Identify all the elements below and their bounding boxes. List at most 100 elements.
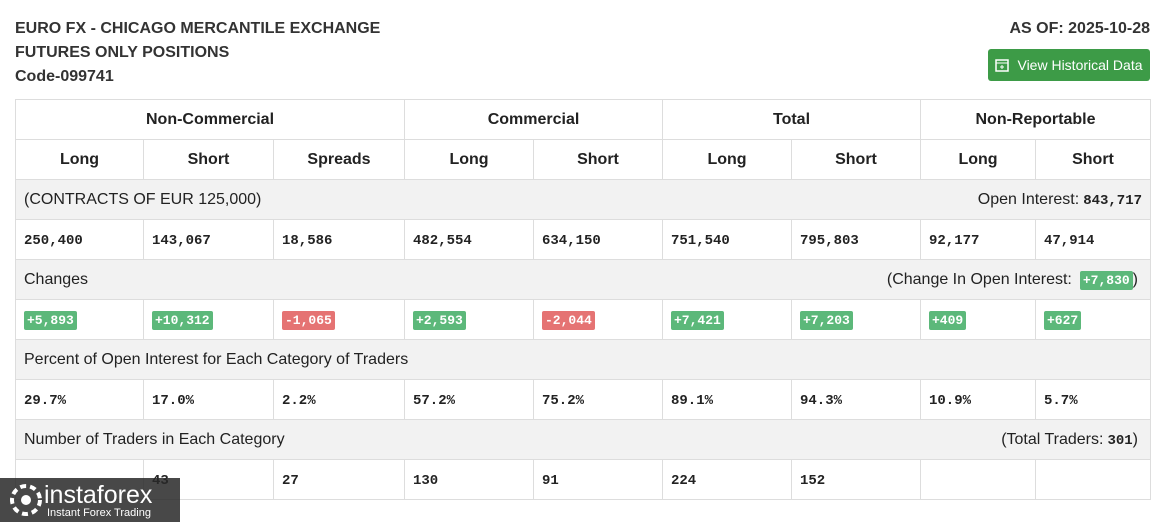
cell-value: 751,540 (671, 232, 730, 249)
cell: 18,586 (273, 219, 405, 260)
summary-badge: +7,830 (1079, 270, 1133, 290)
cell-value: 17.0% (152, 392, 195, 409)
row: 250,400 143,067 18,586 482,554 634,150 751,54… (15, 219, 1151, 260)
cell: +7,203 (791, 299, 921, 340)
cell: 17.0% (143, 379, 274, 420)
cell: 57.2% (404, 379, 534, 420)
label-text: (CONTRACTS OF EUR 125,000) (24, 190, 262, 208)
label-summary: (Change In Open Interest: +7,830) (886, 270, 1142, 290)
cell-value: 29.7% (24, 392, 67, 409)
cell: 795,803 (791, 219, 921, 260)
cell: 29.7% (15, 379, 144, 420)
change-badge: -2,044 (542, 310, 595, 330)
label-line: Changes (Change In Open Interest: +7,830) (24, 270, 1142, 290)
cell-value: 250,400 (24, 232, 83, 249)
cell: 91 (533, 459, 663, 500)
logo (10, 484, 42, 516)
cell: 27 (273, 459, 405, 500)
label-text: Percent of Open Interest for Each Catego… (24, 350, 409, 368)
section-label: Changes (Change In Open Interest: +7,830) (15, 259, 1151, 300)
cell-value: 5.7% (1044, 392, 1078, 409)
cell: -2,044 (533, 299, 663, 340)
history-button[interactable]: View Historical Data (988, 49, 1150, 81)
summary-label: Open Interest: (977, 190, 1080, 208)
column-header: Long (404, 139, 534, 180)
cell: +10,312 (143, 299, 274, 340)
change-badge: +10,312 (152, 310, 213, 330)
cell (1035, 459, 1151, 500)
cell: +7,421 (662, 299, 792, 340)
code: Code-099741 (15, 68, 114, 85)
cell-value: 89.1% (671, 392, 714, 409)
cot-table: Non-Commercial Commercial Total Non-Reporta… (15, 99, 1151, 500)
row: (CONTRACTS OF EUR 125,000) Open Interest:… (15, 179, 1151, 220)
cell: 130 (404, 459, 534, 500)
cell: +409 (920, 299, 1036, 340)
row: +5,893 +10,312 -1,065 +2,593 -2,044 +7,421 +7,… (15, 299, 1151, 340)
cell: +2,593 (404, 299, 534, 340)
cell: 43 (143, 459, 274, 500)
tagline: Instant Forex Trading (47, 507, 151, 519)
column-header: Short (1035, 139, 1151, 180)
summary-label: ) (1132, 430, 1138, 448)
section-label: (CONTRACTS OF EUR 125,000) Open Interest:… (15, 179, 1151, 220)
title: EURO FX - CHICAGO MERCANTILE EXCHANGE (15, 20, 381, 37)
cell: 94.3% (791, 379, 921, 420)
cell: 2.2% (273, 379, 405, 420)
summary-label: ) (1132, 270, 1138, 288)
cell: 143,067 (143, 219, 274, 260)
summary-value: 301 (1107, 432, 1133, 449)
column-header: Long (662, 139, 792, 180)
column-header: Short (533, 139, 663, 180)
button-label: View Historical Data (1017, 57, 1143, 73)
summary-label: (Change In Open Interest: (886, 270, 1072, 288)
row: Non-Commercial Commercial Total Non-Reporta… (15, 99, 1151, 140)
cell: 89.1% (662, 379, 792, 420)
column-header: Long (920, 139, 1036, 180)
cell: 634,150 (533, 219, 663, 260)
label-summary: (Total Traders: 301) (1001, 431, 1142, 449)
cell: 92,177 (920, 219, 1036, 260)
change-badge: +7,421 (671, 310, 724, 330)
row: 43 27 130 91 224 152 (15, 459, 1151, 500)
cell-value: 130 (413, 472, 439, 489)
label-text: Number of Traders in Each Category (24, 430, 285, 448)
change-badge: +2,593 (413, 310, 466, 330)
row: Changes (Change In Open Interest: +7,830) (15, 259, 1151, 300)
column-header: Spreads (273, 139, 405, 180)
cell: 47,914 (1035, 219, 1151, 260)
section-label: Percent of Open Interest for Each Catego… (15, 339, 1151, 380)
watermark: instaforex Instant Forex Trading (0, 478, 180, 522)
change-badge: +627 (1044, 310, 1082, 330)
row: 29.7% 17.0% 2.2% 57.2% 75.2% 89.1% 94.3% 10.9% 5… (15, 379, 1151, 420)
cell: +5,893 (15, 299, 144, 340)
label-line: (CONTRACTS OF EUR 125,000) Open Interest:… (24, 191, 1142, 209)
calendar-icon (995, 59, 1010, 72)
cell: 224 (662, 459, 792, 500)
cell-value: 224 (671, 472, 697, 489)
cell-value: 634,150 (542, 232, 601, 249)
change-badge: +409 (929, 310, 967, 330)
summary-value: 843,717 (1083, 192, 1142, 209)
label-line: Percent of Open Interest for Each Catego… (24, 351, 1142, 369)
cell-value: 2.2% (282, 392, 316, 409)
row: Number of Traders in Each Category (Total… (15, 419, 1151, 460)
cell-value: 10.9% (929, 392, 972, 409)
label-summary: Open Interest: 843,717 (978, 191, 1142, 209)
cell: 10.9% (920, 379, 1036, 420)
column-header: Short (791, 139, 921, 180)
label-text: Changes (24, 270, 89, 288)
cell: 751,540 (662, 219, 792, 260)
column-header: Short (143, 139, 274, 180)
subtitle: FUTURES ONLY POSITIONS (15, 44, 230, 61)
cell: 250,400 (15, 219, 144, 260)
change-badge: +7,203 (800, 310, 853, 330)
cell: 75.2% (533, 379, 663, 420)
cell-value: 47,914 (1044, 232, 1095, 249)
cell-value: 57.2% (413, 392, 456, 409)
cell-value: 795,803 (800, 232, 859, 249)
row: Long Short Spreads Long Short Long Short Long Sh… (15, 139, 1151, 180)
cell: 5.7% (1035, 379, 1151, 420)
brand: instaforex (44, 481, 153, 509)
